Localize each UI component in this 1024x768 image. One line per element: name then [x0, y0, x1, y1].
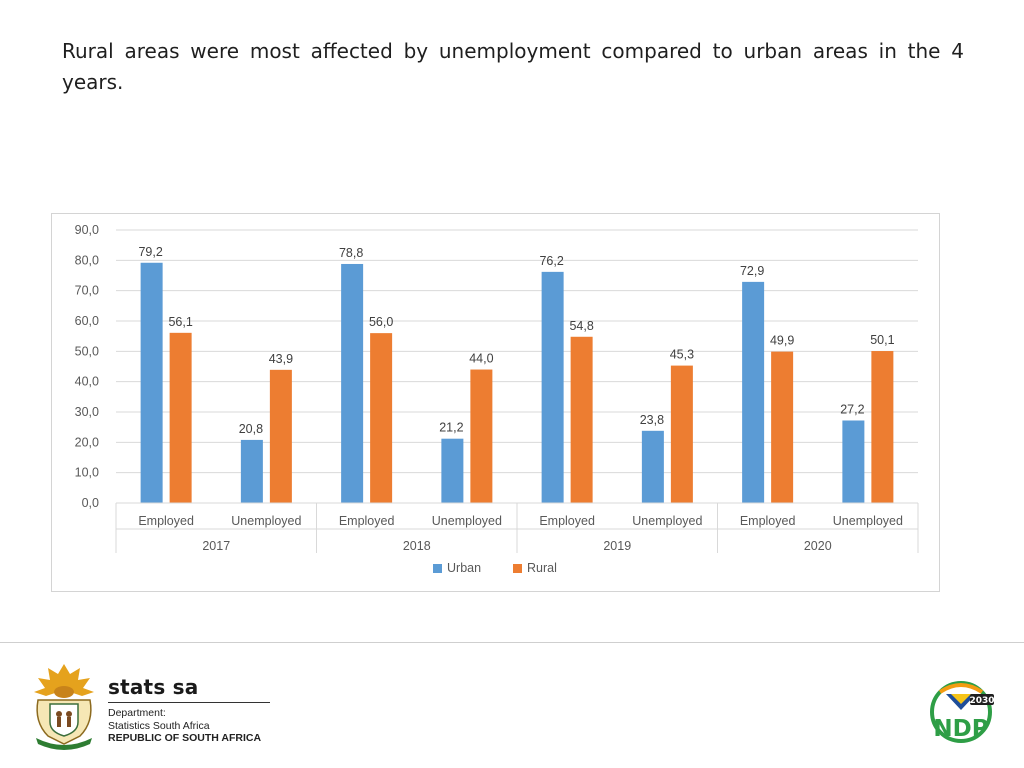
coat-of-arms-icon [34, 664, 94, 750]
legend-label: Urban [447, 561, 481, 575]
bar-urban [842, 420, 865, 503]
department-name: Statistics South Africa [108, 719, 210, 732]
bar-urban [541, 271, 564, 503]
y-tick-label: 80,0 [75, 253, 99, 267]
legend-swatch [513, 564, 522, 573]
bar-urban [341, 263, 364, 503]
y-tick-label: 30,0 [75, 405, 99, 419]
x-tick-label: Unemployed [833, 514, 903, 528]
bar-rural [169, 332, 192, 503]
y-tick-label: 20,0 [75, 435, 99, 449]
bar-rural [370, 333, 393, 503]
bar-urban [742, 281, 765, 503]
x-tick-label: Unemployed [231, 514, 301, 528]
stats-sa-brand: stats sa Department: Statistics South Af… [108, 674, 278, 745]
bar-urban [240, 439, 263, 503]
x-tick-label: Employed [339, 514, 395, 528]
data-label: 78,8 [339, 246, 363, 260]
y-tick-label: 70,0 [75, 284, 99, 298]
y-tick-label: 0,0 [82, 496, 99, 510]
department-label: Department: [108, 707, 166, 719]
bar-urban [641, 430, 664, 503]
x-tick-label: Employed [539, 514, 595, 528]
employment-bar-chart: 0,0 10,0 20,0 30,0 40,0 50,0 60,0 70,0 80,0 90,0 7… [75, 223, 919, 575]
x-tick-label: Unemployed [432, 514, 502, 528]
bar-rural [771, 351, 794, 503]
ndp-text: NDP [933, 716, 988, 742]
data-label: 56,0 [369, 315, 393, 329]
y-tick-label: 90,0 [75, 223, 99, 237]
data-label: 56,1 [168, 315, 192, 329]
group-label: 2018 [403, 539, 431, 553]
y-tick-label: 60,0 [75, 314, 99, 328]
group-label: 2020 [804, 539, 832, 553]
republic-name: REPUBLIC OF SOUTH AFRICA [108, 732, 262, 744]
data-label: 50,1 [870, 333, 894, 347]
bar-rural [871, 351, 894, 503]
ndp-2030-logo: 2030 NDP [930, 681, 995, 743]
brand-name: stats sa [108, 675, 199, 699]
bar-urban [441, 438, 464, 503]
bar-rural [670, 365, 693, 503]
footer-divider [0, 642, 1024, 643]
data-label: 45,3 [670, 348, 694, 362]
data-label: 44,0 [469, 352, 493, 366]
y-tick-label: 10,0 [75, 466, 99, 480]
data-label: 49,9 [770, 334, 794, 348]
data-label: 43,9 [269, 352, 293, 366]
x-tick-label: Unemployed [632, 514, 702, 528]
chart-frame: 0,0 10,0 20,0 30,0 40,0 50,0 60,0 70,0 80,0 90,0 7… [51, 213, 940, 592]
bar-rural [570, 336, 593, 503]
x-tick-label: Employed [138, 514, 194, 528]
bar-rural [269, 369, 292, 503]
y-tick-label: 50,0 [75, 344, 99, 358]
legend-label: Rural [527, 561, 557, 575]
data-label: 72,9 [740, 264, 764, 278]
y-tick-label: 40,0 [75, 375, 99, 389]
group-label: 2017 [202, 539, 230, 553]
slide-headline: Rural areas were most affected by unempl… [62, 39, 964, 94]
data-label: 21,2 [439, 421, 463, 435]
data-label: 76,2 [539, 254, 563, 268]
data-label: 20,8 [239, 422, 263, 436]
data-label: 54,8 [569, 319, 593, 333]
data-label: 79,2 [138, 245, 162, 259]
bar-urban [140, 262, 163, 503]
ndp-year: 2030 [969, 696, 994, 706]
bar-rural [470, 369, 493, 503]
data-label: 27,2 [840, 402, 864, 416]
data-label: 23,8 [640, 413, 664, 427]
x-tick-label: Employed [740, 514, 796, 528]
brand-divider [108, 702, 270, 703]
legend-swatch [433, 564, 442, 573]
group-label: 2019 [603, 539, 631, 553]
